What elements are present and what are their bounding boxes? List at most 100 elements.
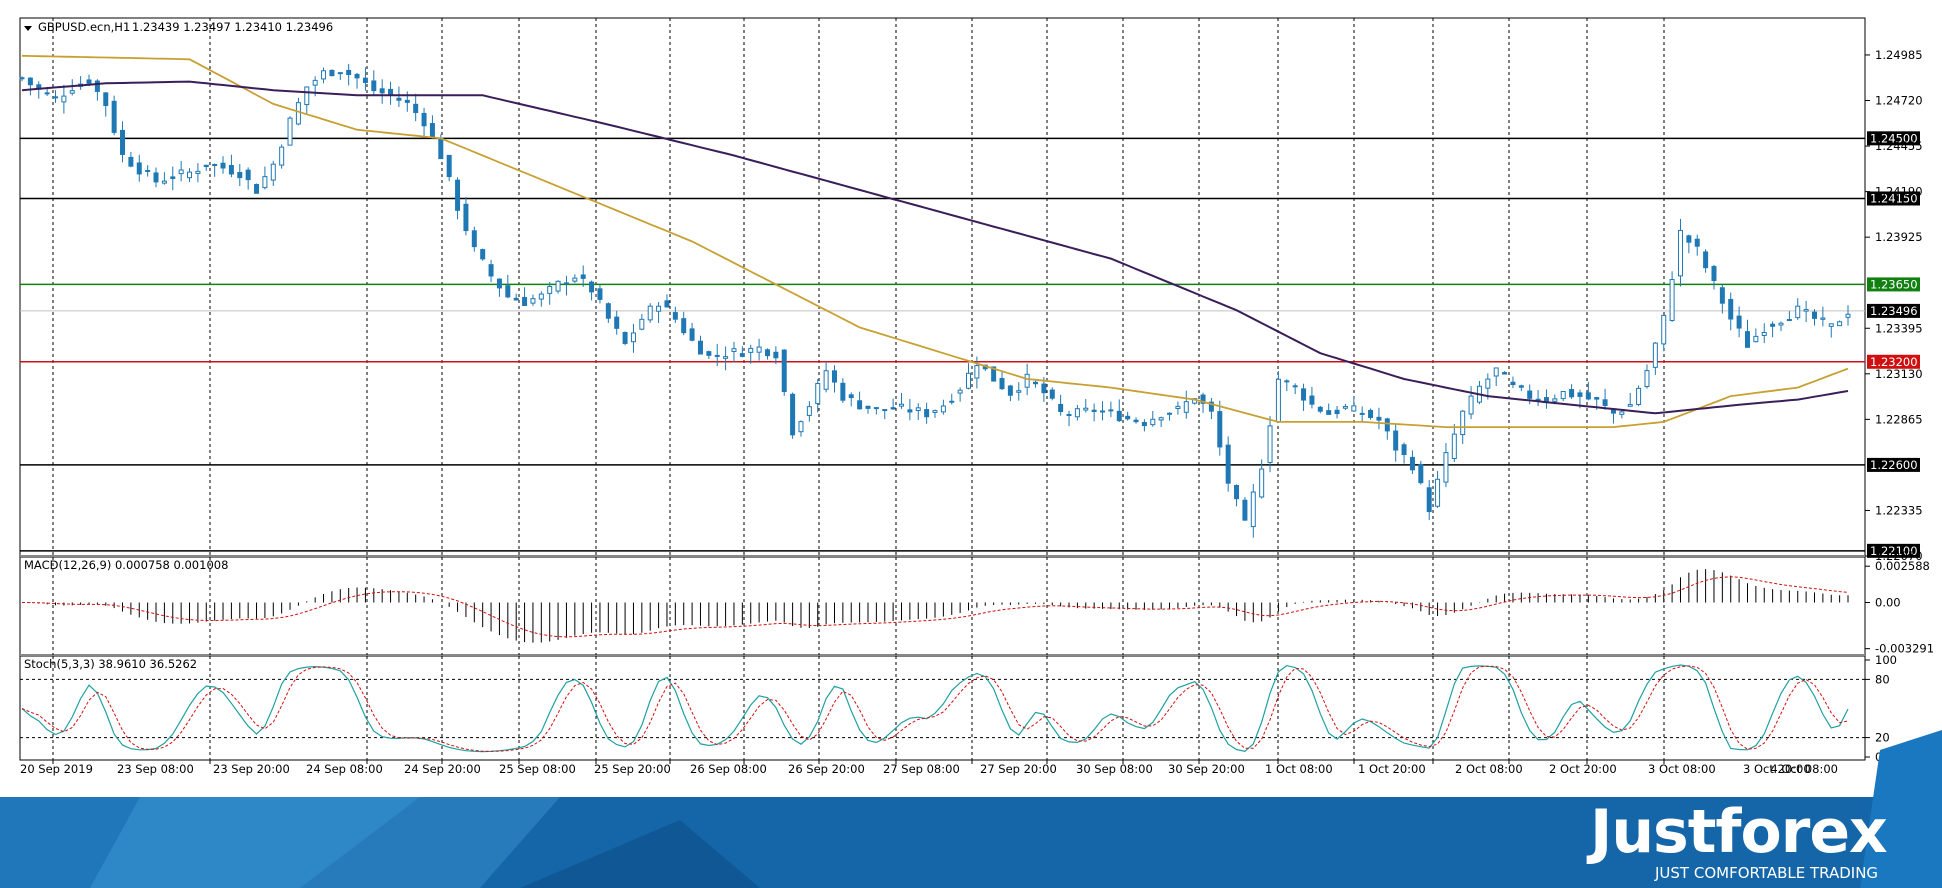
candle-body [1041,383,1047,394]
macd-tick-label: 0.00 [1875,595,1901,609]
ohlc-label: 1.23439 1.23497 1.23410 1.23496 [132,20,333,34]
candle-body [1359,412,1365,415]
candle-body [773,351,779,359]
candle-body [262,176,268,189]
candle-body [1502,372,1508,375]
macd-signal-line [21,576,1849,638]
candle-body [53,96,59,99]
candle-body [1535,398,1541,401]
y-tick-label: 1.22865 [1875,412,1923,426]
candle-body [396,97,402,101]
candle-body [61,95,67,103]
candle-body [999,378,1005,390]
stoch-label: Stoch(5,3,3) 38.9610 36.5262 [24,657,197,671]
candle-body [1451,433,1457,459]
macd-label: MACD(12,26,9) 0.000758 0.001008 [24,558,228,572]
candle-body [1208,401,1214,412]
candle-body [1677,229,1683,277]
candle-body [1602,399,1608,406]
candle-body [1518,385,1524,388]
y-tick-label: 1.24985 [1875,48,1923,62]
time-axis: 20 Sep 2019 23 Sep 08:00 23 Sep 20:00 24 Se… [20,760,1838,776]
candle-body [723,356,729,359]
candle-body [438,137,444,160]
y-tick-label: 1.24190 [1875,185,1923,199]
candle-body [27,77,33,86]
candle-body [44,92,50,95]
candle-body [1409,456,1415,471]
candle-body [1778,322,1784,326]
candle-body [1384,418,1390,432]
candle-body [1334,409,1340,415]
candle-body [279,146,285,166]
candle-body [1242,499,1248,521]
x-tick-label: 1 Oct 08:00 [1265,762,1333,776]
x-tick-label: 24 Sep 20:00 [404,762,481,776]
candle-body [404,99,410,103]
x-tick-label: 23 Sep 20:00 [213,762,290,776]
candle-body [19,77,25,80]
x-tick-label: 24 Sep 08:00 [306,762,383,776]
candle-body [1326,410,1332,415]
candle-body [1418,463,1424,484]
macd-tick-label: -0.003291 [1875,642,1934,656]
x-tick-label: 30 Sep 20:00 [1168,762,1245,776]
x-tick-label: 30 Sep 08:00 [1076,762,1153,776]
candle-body [337,72,343,75]
candle-body [1250,491,1256,528]
candle-body [212,164,218,167]
stoch-k-line [21,664,1849,753]
candle-body [957,389,963,394]
candle-body [421,112,427,127]
x-tick-label: 3 Oct 20:00 [1743,762,1811,776]
y-tick-label: 1.24455 [1875,139,1923,153]
candle-body [1703,251,1709,269]
candle-body [69,90,75,94]
candle-body [321,70,327,80]
candle-body [1636,387,1642,405]
candle-body [538,293,544,300]
candle-body [1133,419,1139,423]
candle-body [522,296,528,306]
candle-body [136,162,142,175]
moving-averages [21,54,1849,428]
candle-body [932,410,938,413]
candle-body [1820,317,1826,320]
candle-body [1393,430,1399,451]
candle-body [1426,487,1432,513]
candle-body [1652,342,1658,368]
candle-body [1669,279,1675,321]
candle-body [329,69,335,77]
candle-body [170,176,176,180]
level-tag [1867,277,1920,292]
candle-body [940,405,946,413]
candle-body [304,86,310,106]
candle-body [689,328,695,341]
candle-body [731,348,737,352]
candle-body [1225,444,1231,484]
candle-body [890,407,896,410]
dropdown-triangle-icon[interactable] [24,26,32,31]
candle-body [1049,389,1055,399]
candle-body [1828,323,1834,327]
candle-body [346,69,352,75]
candle-body [270,163,276,181]
candle-body [480,249,486,260]
candle-body [1552,398,1558,402]
level-tag [1867,457,1920,472]
x-tick-label: 20 Sep 2019 [20,762,93,776]
candlesticks [19,63,1851,538]
candle-body [237,171,243,179]
candle-body [1728,298,1734,320]
candle-body [656,305,662,312]
candle-body [505,285,511,298]
candle-body [831,370,837,383]
x-tick-label: 2 Oct 08:00 [1455,762,1523,776]
candle-body [1376,416,1382,421]
candle-body [1292,385,1298,388]
brand-banner: Justforex JUST COMFORTABLE TRADING [0,730,1942,888]
candle-body [1527,390,1533,399]
candle-body [966,372,972,389]
x-tick-label: 27 Sep 08:00 [883,762,960,776]
